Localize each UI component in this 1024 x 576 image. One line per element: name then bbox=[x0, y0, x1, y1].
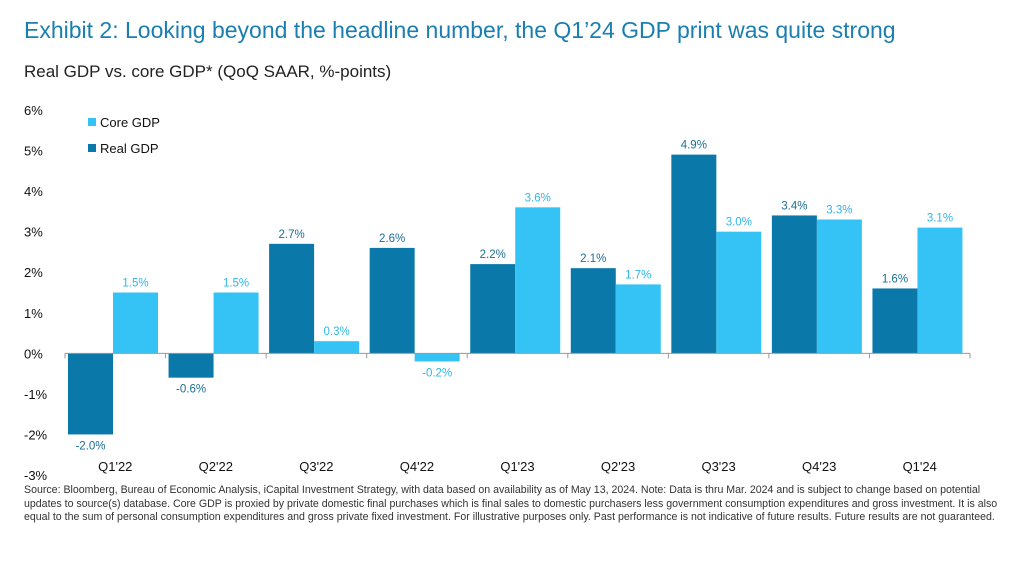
data-label: 2.6% bbox=[379, 233, 405, 245]
core-gdp-bar bbox=[816, 219, 862, 354]
y-tick-label: 0% bbox=[24, 346, 43, 361]
x-tick-label: Q4'23 bbox=[802, 459, 836, 474]
bar-chart: 6% 5% 4% 3% 2% 1% 0% -1% -2% -3% Q1'22 -2.0% 1.5% Q2'… bbox=[24, 103, 971, 480]
data-label: -0.2% bbox=[422, 367, 452, 379]
data-label: 3.0% bbox=[726, 217, 752, 229]
legend-swatch bbox=[88, 144, 96, 152]
x-tick-label: Q1'23 bbox=[500, 459, 534, 474]
core-gdp-bar bbox=[917, 227, 963, 354]
core-gdp-bar bbox=[515, 207, 561, 354]
x-tick-label: Q3'23 bbox=[701, 459, 735, 474]
core-gdp-bar bbox=[716, 231, 762, 354]
data-label: 2.7% bbox=[279, 229, 305, 241]
real-gdp-bar bbox=[570, 268, 616, 354]
x-tick-label: Q3'22 bbox=[299, 459, 333, 474]
real-gdp-bar bbox=[771, 215, 817, 354]
y-tick-label: 1% bbox=[24, 306, 43, 321]
legend-label: Core GDP bbox=[100, 115, 160, 130]
chart-subtitle: Real GDP vs. core GDP* (QoQ SAAR, %-poin… bbox=[24, 62, 392, 81]
data-label: 4.9% bbox=[681, 140, 707, 152]
x-tick-label: Q2'22 bbox=[199, 459, 233, 474]
y-tick-label: -3% bbox=[24, 468, 48, 480]
y-tick-label: -1% bbox=[24, 387, 48, 402]
real-gdp-bar bbox=[168, 353, 214, 378]
data-label: -2.0% bbox=[75, 440, 105, 452]
y-tick-label: 2% bbox=[24, 265, 43, 280]
data-label: 1.6% bbox=[882, 273, 908, 285]
x-tick-label: Q1'22 bbox=[98, 459, 132, 474]
legend-swatch bbox=[88, 118, 96, 126]
y-tick-label: 5% bbox=[24, 144, 43, 159]
legend-label: Real GDP bbox=[100, 141, 159, 156]
real-gdp-bar bbox=[671, 154, 717, 354]
real-gdp-bar bbox=[872, 288, 918, 354]
data-label: 0.3% bbox=[324, 326, 350, 338]
data-label: 3.4% bbox=[781, 200, 807, 212]
y-tick-label: 6% bbox=[24, 103, 43, 118]
data-label: 3.1% bbox=[927, 213, 953, 225]
chart-title: Exhibit 2: Looking beyond the headline n… bbox=[24, 17, 896, 43]
y-tick-label: -2% bbox=[24, 427, 48, 442]
data-label: 3.6% bbox=[525, 192, 551, 204]
data-label: 1.5% bbox=[223, 278, 249, 290]
y-tick-label: 3% bbox=[24, 225, 43, 240]
data-label: 1.7% bbox=[625, 269, 651, 281]
core-gdp-bar bbox=[314, 341, 360, 354]
data-label: 1.5% bbox=[122, 278, 148, 290]
data-label: -0.6% bbox=[176, 384, 206, 396]
source-footnote: Source: Bloomberg, Bureau of Economic An… bbox=[24, 484, 998, 524]
data-label: 3.3% bbox=[826, 205, 852, 217]
x-tick-label: Q4'22 bbox=[400, 459, 434, 474]
core-gdp-bar bbox=[414, 353, 460, 362]
x-tick-label: Q2'23 bbox=[601, 459, 635, 474]
core-gdp-bar bbox=[113, 292, 158, 354]
core-gdp-bar bbox=[615, 284, 661, 354]
real-gdp-bar bbox=[369, 247, 415, 354]
core-gdp-bar bbox=[213, 292, 259, 354]
data-label: 2.2% bbox=[480, 249, 506, 261]
real-gdp-bar bbox=[68, 353, 113, 435]
y-tick-label: 4% bbox=[24, 184, 43, 199]
x-tick-label: Q1'24 bbox=[903, 459, 937, 474]
data-label: 2.1% bbox=[580, 253, 606, 265]
real-gdp-bar bbox=[269, 243, 315, 354]
real-gdp-bar bbox=[470, 264, 516, 354]
